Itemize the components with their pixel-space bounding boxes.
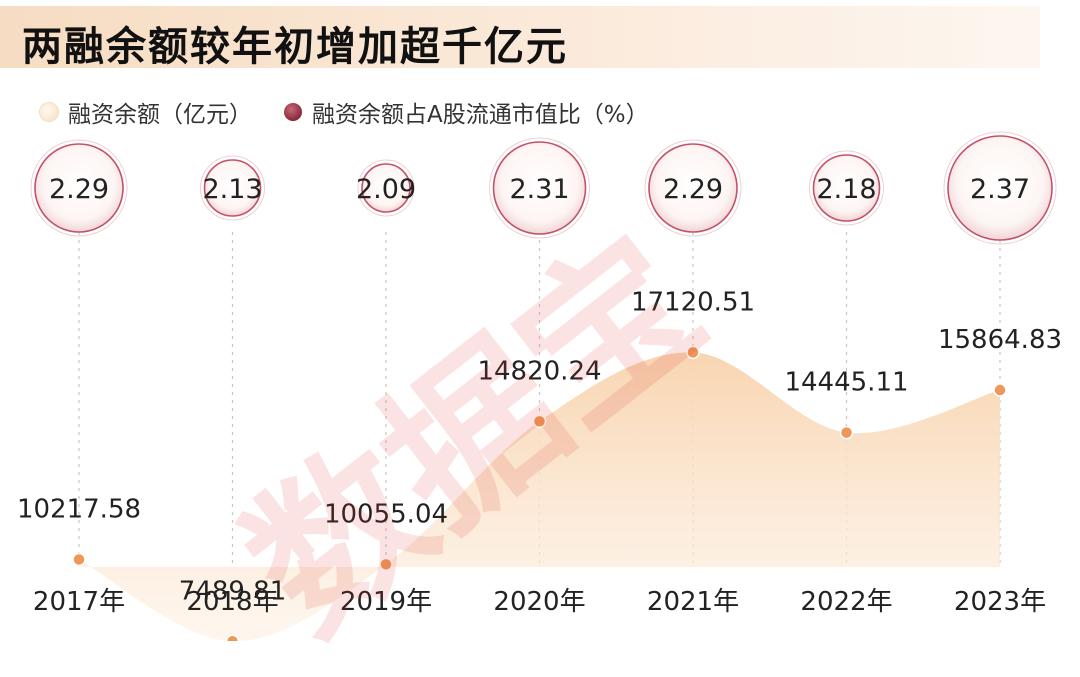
legend-item-ratio: 融资余额占A股流通市值比（%）	[284, 95, 649, 129]
value-label: 14445.11	[784, 368, 908, 398]
data-point	[72, 552, 86, 567]
data-point	[225, 634, 240, 641]
balance-area	[79, 352, 1000, 641]
ratio-bubble	[947, 135, 1053, 241]
x-tick-label: 2021年	[647, 587, 739, 617]
ratio-bubble-halo	[200, 155, 265, 221]
ratio-label: 2.31	[509, 174, 569, 205]
data-point	[532, 414, 547, 429]
x-tick-label: 2023年	[954, 587, 1046, 617]
value-label: 14820.24	[477, 356, 601, 386]
ratio-bubble-halo	[489, 137, 590, 239]
legend-item-balance: 融资余额（亿元）	[40, 95, 252, 129]
ratio-bubble-halo	[30, 139, 128, 237]
value-label: 15864.83	[938, 325, 1062, 355]
ratio-bubble	[492, 141, 587, 235]
ratio-label: 2.18	[816, 174, 876, 205]
data-point	[686, 345, 700, 360]
chart-title: 两融余额较年初增加超千亿元	[22, 24, 568, 70]
legend: 融资余额（亿元） 融资余额占A股流通市值比（%）	[40, 92, 649, 132]
value-label: 7489.81	[179, 576, 287, 606]
ratio-bubble-halo	[644, 139, 742, 237]
ratio-bubble-halo	[943, 131, 1057, 245]
ratio-bubble	[34, 143, 124, 233]
data-point	[839, 425, 854, 440]
ratio-label: 2.13	[202, 174, 262, 205]
legend-label-ratio: 融资余额占A股流通市值比（%）	[312, 102, 649, 128]
ratio-label: 2.29	[663, 174, 723, 205]
x-tick-label: 2017年	[33, 587, 125, 617]
ratio-label: 2.09	[356, 174, 416, 205]
ratio-bubble	[648, 143, 738, 233]
x-tick-label: 2019年	[340, 587, 432, 617]
ratio-bubble	[361, 163, 411, 213]
ratio-label: 2.29	[49, 174, 109, 205]
value-label: 10055.04	[324, 499, 448, 529]
legend-swatch-ratio	[284, 103, 302, 121]
ratio-bubble-halo	[357, 159, 415, 217]
legend-swatch-balance	[40, 103, 58, 121]
data-point	[993, 383, 1007, 397]
value-label: 10217.58	[17, 494, 141, 524]
x-tick-label: 2020年	[493, 587, 585, 617]
value-label: 17120.51	[631, 287, 755, 317]
ratio-label: 2.37	[970, 174, 1030, 205]
ratio-bubble	[812, 154, 881, 222]
title-bar: 两融余额较年初增加超千亿元	[0, 6, 1040, 70]
data-point	[379, 557, 393, 572]
ratio-bubble-halo	[809, 150, 884, 226]
x-tick-label: 2018年	[186, 587, 278, 617]
legend-label-balance: 融资余额（亿元）	[68, 102, 252, 128]
chart-canvas: 10217.58 7489.81 10055.04 14820.24 17120.51 1…	[17, 131, 1062, 641]
ratio-bubble	[203, 159, 262, 217]
x-tick-label: 2022年	[800, 587, 892, 617]
